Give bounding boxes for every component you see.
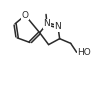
Text: N: N (44, 19, 50, 28)
Text: HO: HO (77, 48, 91, 57)
Text: N: N (55, 22, 61, 31)
Text: O: O (22, 11, 29, 20)
